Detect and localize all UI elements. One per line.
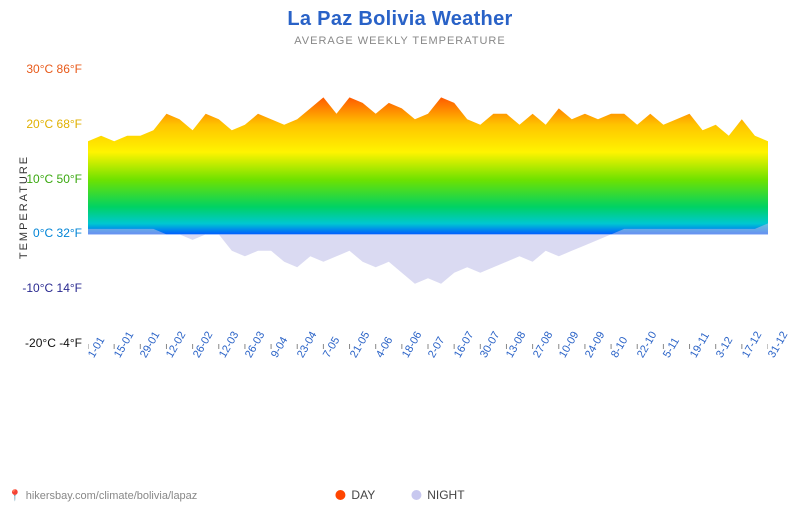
y-tick: 30°C 86°F: [26, 62, 88, 76]
legend-night-swatch: [411, 490, 421, 500]
chart-subtitle: AVERAGE WEEKLY TEMPERATURE: [0, 35, 800, 47]
day-area: [88, 97, 768, 234]
pin-icon: 📍: [8, 489, 22, 502]
x-tick: 31-12: [766, 330, 790, 360]
legend-day-swatch: [335, 490, 345, 500]
chart-title: La Paz Bolivia Weather: [0, 8, 800, 31]
y-axis-title: TEMPERATURE: [18, 155, 30, 259]
y-tick: -10°C 14°F: [22, 281, 88, 295]
temperature-plot: [88, 64, 768, 414]
y-tick: 20°C 68°F: [26, 117, 88, 131]
chart-area: 30°C 86°F20°C 68°F10°C 50°F0°C 32°F-10°C…: [88, 64, 768, 414]
y-tick: 10°C 50°F: [26, 172, 88, 186]
y-tick: 0°C 32°F: [33, 226, 88, 240]
y-tick: -20°C -4°F: [25, 336, 88, 350]
source-footer: 📍 hikersbay.com/climate/bolivia/lapaz: [8, 489, 197, 502]
